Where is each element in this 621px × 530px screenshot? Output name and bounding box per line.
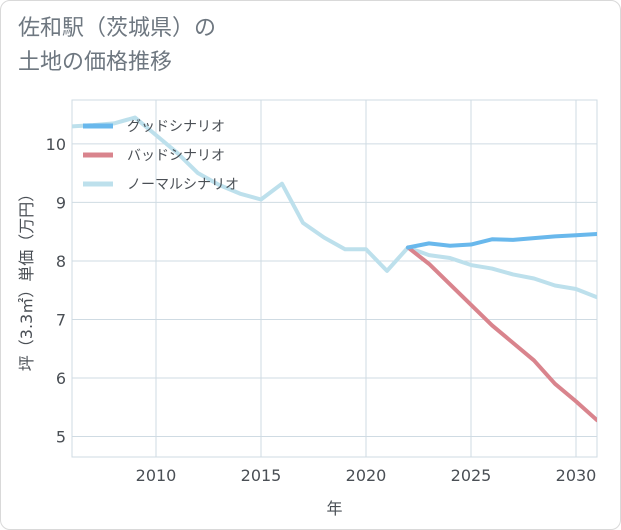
y-tick-label: 9 (56, 193, 66, 212)
legend-label-normal: ノーマルシナリオ (127, 177, 239, 193)
x-tick-label: 2030 (556, 466, 597, 485)
legend-label-good: グッドシナリオ (127, 119, 225, 135)
y-tick-label: 6 (56, 369, 66, 388)
x-tick-label: 2015 (241, 466, 282, 485)
series-line-good (406, 232, 597, 250)
x-tick-label: 2020 (346, 466, 387, 485)
chart-title-line-1: 佐和駅（茨城県）の (18, 16, 217, 41)
series-group (72, 115, 597, 423)
x-tick-label: 2010 (136, 466, 177, 485)
series-line-normal (72, 115, 597, 300)
y-tick-label: 5 (56, 428, 66, 447)
x-tick-label: 2025 (451, 466, 492, 485)
x-axis-title: 年 (326, 499, 342, 518)
plot-area (71, 99, 598, 458)
y-axis-title: 坪（3.3㎡）単価（万円） (17, 186, 36, 371)
y-tick-label: 8 (56, 252, 66, 271)
series-line-bad (406, 245, 597, 423)
legend-label-bad: バッドシナリオ (127, 148, 225, 164)
chart-title: 佐和駅（茨城県）の 土地の価格推移 (18, 12, 216, 80)
y-tick-label: 7 (56, 310, 66, 329)
chart-title-line-2: 土地の価格推移 (18, 50, 173, 75)
y-tick-label: 10 (46, 135, 66, 154)
